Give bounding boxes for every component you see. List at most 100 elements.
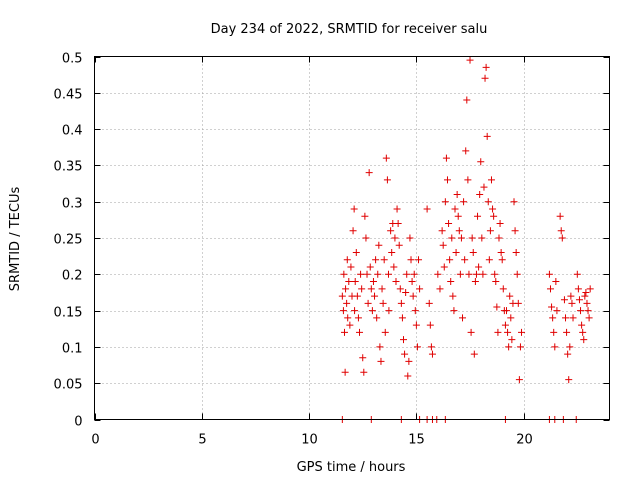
data-point	[392, 278, 400, 286]
data-point	[546, 285, 554, 293]
data-point	[343, 299, 351, 307]
data-point	[565, 376, 573, 384]
data-point	[450, 307, 458, 315]
data-point	[460, 198, 468, 206]
data-point	[361, 212, 369, 220]
data-point	[490, 212, 498, 220]
data-point	[377, 357, 385, 365]
data-point	[516, 343, 524, 351]
data-point	[373, 314, 381, 322]
data-point	[346, 321, 354, 329]
data-point	[486, 227, 494, 235]
data-point	[579, 328, 587, 336]
data-point	[471, 278, 479, 286]
data-point	[406, 234, 414, 242]
y-tick-label: 0.25	[54, 233, 83, 248]
data-point	[491, 270, 499, 278]
data-point	[499, 285, 507, 293]
data-point	[567, 292, 575, 300]
data-point	[428, 350, 436, 358]
data-point	[409, 292, 417, 300]
y-axis-label: SRMTID / TECUs	[8, 187, 23, 292]
data-point	[483, 132, 491, 140]
plot-frame	[94, 56, 610, 420]
data-point	[560, 296, 568, 304]
data-point	[455, 227, 463, 235]
data-point	[376, 343, 384, 351]
data-point	[362, 234, 370, 242]
data-point	[375, 241, 383, 249]
data-point	[407, 256, 415, 264]
data-point	[464, 176, 472, 184]
data-point	[452, 249, 460, 257]
data-point	[557, 227, 565, 235]
data-point	[401, 350, 409, 358]
y-tick-label: 0.1	[62, 342, 83, 357]
data-point	[366, 263, 374, 271]
data-point	[497, 249, 505, 257]
data-point	[445, 219, 453, 227]
data-point	[496, 219, 504, 227]
data-point	[374, 270, 382, 278]
data-point	[423, 205, 431, 213]
data-point	[574, 285, 582, 293]
data-point	[395, 241, 403, 249]
data-point	[448, 234, 456, 242]
data-point	[349, 227, 357, 235]
data-point	[339, 307, 347, 315]
data-point	[578, 321, 586, 329]
data-point	[379, 299, 387, 307]
data-point	[343, 256, 351, 264]
y-tick-label: 0.2	[62, 269, 83, 284]
data-point	[511, 227, 519, 235]
data-point	[462, 147, 470, 155]
data-point	[563, 328, 571, 336]
data-point	[566, 343, 574, 351]
data-point	[411, 307, 419, 315]
data-point	[549, 314, 557, 322]
data-point	[396, 285, 404, 293]
data-point	[400, 336, 407, 344]
data-point	[342, 285, 350, 293]
data-point	[358, 285, 366, 293]
data-point	[372, 256, 380, 264]
data-points	[338, 56, 594, 423]
data-point	[434, 270, 442, 278]
data-point	[442, 154, 450, 162]
data-point	[415, 256, 423, 264]
data-point	[454, 212, 462, 220]
data-point	[482, 63, 490, 71]
data-point	[506, 292, 514, 300]
data-point	[515, 376, 523, 384]
data-point	[391, 234, 399, 242]
data-point	[340, 270, 348, 278]
y-tick-label: 0.05	[54, 378, 83, 393]
data-point	[580, 336, 588, 344]
x-tick-label: 5	[198, 433, 206, 448]
x-tick-label: 0	[91, 433, 99, 448]
data-point	[545, 270, 553, 278]
data-point	[463, 96, 471, 104]
data-point	[469, 249, 477, 257]
data-point	[360, 368, 368, 376]
data-point	[553, 307, 561, 315]
data-point	[426, 321, 434, 329]
y-tick-label: 0.45	[54, 88, 83, 103]
data-point	[436, 285, 444, 293]
data-point	[403, 270, 411, 278]
data-point	[397, 299, 405, 307]
data-point	[477, 158, 485, 166]
data-point	[398, 314, 406, 322]
data-point	[456, 270, 464, 278]
data-point	[350, 205, 358, 213]
y-tick-label: 0	[74, 415, 82, 430]
data-point	[582, 288, 590, 296]
data-point	[382, 154, 390, 162]
data-point	[385, 307, 393, 315]
data-point	[380, 256, 388, 264]
y-tick-label: 0.5	[62, 52, 83, 67]
data-point	[413, 343, 421, 351]
data-point	[569, 314, 577, 322]
y-tick-label: 0.4	[62, 124, 83, 139]
data-point	[472, 270, 480, 278]
